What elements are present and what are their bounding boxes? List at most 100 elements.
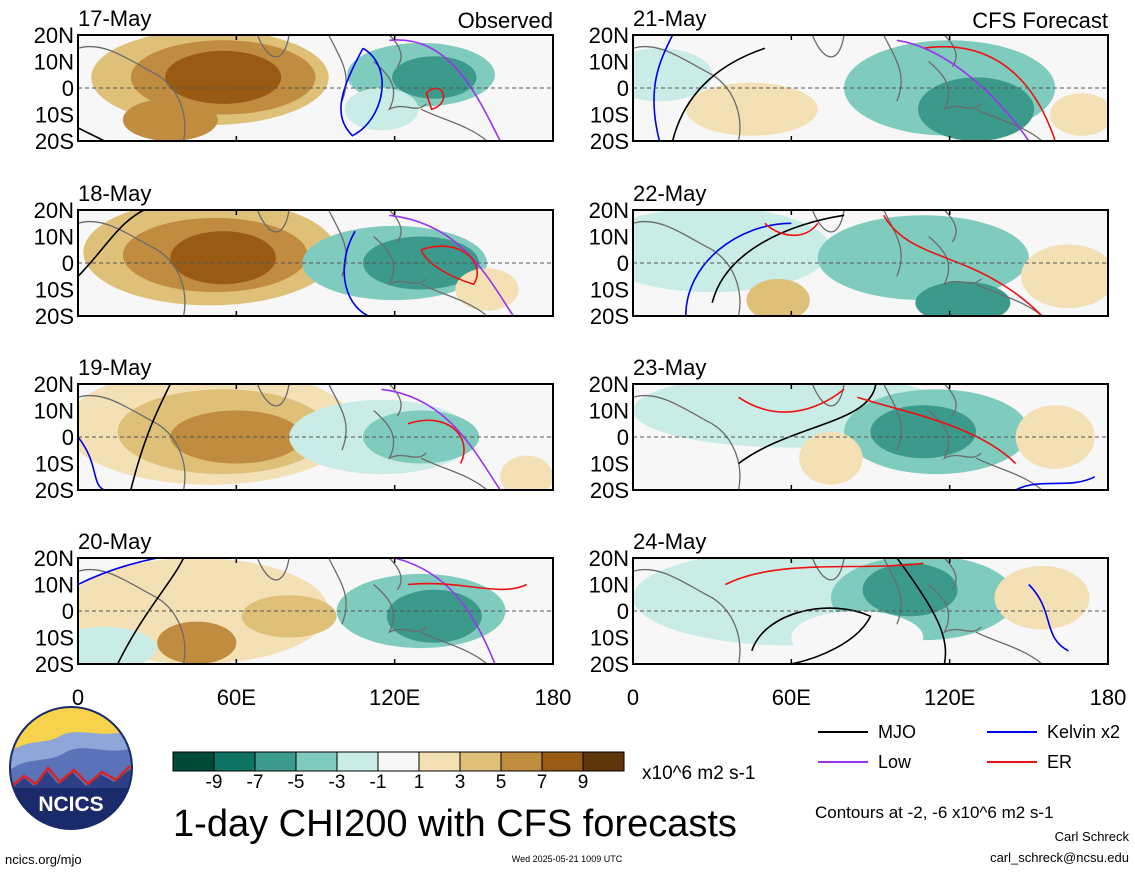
contour-line bbox=[78, 210, 145, 277]
anomaly-blob bbox=[633, 210, 831, 293]
colorbar-tick-label: -1 bbox=[370, 772, 387, 793]
contour-line bbox=[381, 388, 501, 490]
coastline bbox=[328, 558, 347, 625]
colorbar-swatch bbox=[295, 751, 338, 772]
x-axis-ticks: 0 60E 120E 180 0 60E 120E 180 bbox=[72, 685, 1126, 710]
panel-date: 20-May bbox=[78, 529, 151, 554]
coastline bbox=[328, 384, 347, 451]
coastline bbox=[388, 35, 402, 68]
y-tick-label: 10S bbox=[35, 103, 74, 128]
coastline bbox=[633, 395, 741, 490]
y-tick-label: 20S bbox=[35, 129, 74, 154]
coastline bbox=[811, 558, 845, 581]
colorbar-tick-label: 3 bbox=[455, 772, 466, 793]
panel-frame bbox=[77, 557, 554, 665]
logo-text: NCICS bbox=[38, 793, 103, 816]
y-tick-label: 10N bbox=[34, 399, 74, 424]
coastline bbox=[975, 108, 1043, 141]
footer-email[interactable]: carl_schreck@ncsu.edu bbox=[990, 850, 1129, 865]
colorbar-tick-label: -3 bbox=[329, 772, 346, 793]
contour-line bbox=[923, 45, 1056, 141]
contour-line bbox=[764, 222, 819, 237]
anomaly-blob bbox=[78, 626, 158, 664]
y-tick-label: 20S bbox=[590, 652, 629, 677]
coastline bbox=[943, 558, 957, 591]
coastline bbox=[78, 395, 186, 490]
anomaly-blob bbox=[862, 563, 958, 617]
contour-line bbox=[130, 384, 172, 490]
y-tick-label: 10S bbox=[590, 626, 629, 651]
coastline bbox=[373, 236, 427, 286]
y-tick-label: 20N bbox=[589, 198, 629, 223]
colorbar-tick-label: -5 bbox=[288, 772, 305, 793]
y-tick-label: 10N bbox=[589, 50, 629, 75]
anomaly-blob bbox=[791, 611, 924, 664]
y-tick-label: 20S bbox=[35, 652, 74, 677]
coastline bbox=[420, 457, 488, 490]
y-tick-label: 20S bbox=[590, 304, 629, 329]
coastline bbox=[78, 46, 186, 141]
contour-line bbox=[425, 87, 445, 111]
map-panels: 17-May20N10N010S20S18-May20N10N010S20S19… bbox=[34, 6, 1109, 677]
contour-line bbox=[671, 47, 766, 141]
y-tick-label: 10N bbox=[589, 573, 629, 598]
contour-line bbox=[751, 607, 872, 664]
contour-line bbox=[78, 436, 105, 490]
y-tick-label: 0 bbox=[62, 251, 74, 276]
contour-line bbox=[711, 214, 845, 303]
colorbar-tick-label: 1 bbox=[414, 772, 425, 793]
contour-line bbox=[407, 419, 465, 464]
colorbar-swatch bbox=[254, 751, 297, 772]
contour-line bbox=[896, 39, 1030, 141]
contour-line bbox=[857, 396, 1017, 465]
coastline bbox=[388, 558, 402, 591]
coastline bbox=[883, 384, 902, 451]
y-tick-label: 0 bbox=[617, 425, 629, 450]
footer-author: Carl Schreck bbox=[1055, 829, 1130, 844]
coastline bbox=[811, 35, 845, 58]
y-tick-label: 10S bbox=[590, 452, 629, 477]
coastline bbox=[256, 384, 290, 407]
coastline bbox=[373, 61, 427, 111]
anomaly-blob bbox=[1049, 93, 1108, 136]
coastline bbox=[256, 210, 290, 233]
panel-date: 21-May bbox=[633, 6, 706, 31]
y-tick-label: 20N bbox=[34, 372, 74, 397]
colorbar-tick-label: 7 bbox=[537, 772, 548, 793]
contour-line bbox=[653, 35, 674, 141]
x-tick-label: 120E bbox=[924, 685, 975, 710]
y-tick-label: 10S bbox=[35, 626, 74, 651]
anomaly-blob bbox=[122, 98, 218, 141]
panel-frame bbox=[77, 383, 554, 491]
contour-line bbox=[343, 230, 369, 316]
panel-date: 24-May bbox=[633, 529, 706, 554]
footer-url[interactable]: ncics.org/mjo bbox=[5, 852, 82, 867]
colorbar-tick-label: 5 bbox=[496, 772, 507, 793]
y-tick-label: 20N bbox=[34, 23, 74, 48]
panel-frame bbox=[632, 34, 1109, 142]
panel-frame bbox=[77, 34, 554, 142]
y-tick-label: 10S bbox=[35, 278, 74, 303]
anomaly-blob bbox=[170, 231, 276, 285]
contour-line bbox=[389, 214, 515, 316]
colorbar-tick-label: -7 bbox=[247, 772, 264, 793]
anomaly-blob bbox=[799, 431, 863, 485]
y-tick-label: 20S bbox=[590, 129, 629, 154]
colorbar-swatch bbox=[377, 751, 420, 772]
anomaly-blob bbox=[157, 621, 237, 664]
panel-frame bbox=[632, 383, 1109, 491]
anomaly-blob bbox=[915, 281, 1011, 316]
contour-line bbox=[1015, 476, 1096, 490]
colorbar-units: x10^6 m2 s-1 bbox=[642, 763, 755, 784]
colorbar-swatch bbox=[459, 751, 502, 772]
anomaly-blob bbox=[241, 595, 337, 638]
anomaly-blob bbox=[994, 565, 1090, 630]
coastline bbox=[928, 236, 982, 286]
y-tick-label: 10N bbox=[34, 573, 74, 598]
ncics-logo: NCICS bbox=[9, 706, 133, 830]
y-tick-label: 20S bbox=[590, 478, 629, 503]
